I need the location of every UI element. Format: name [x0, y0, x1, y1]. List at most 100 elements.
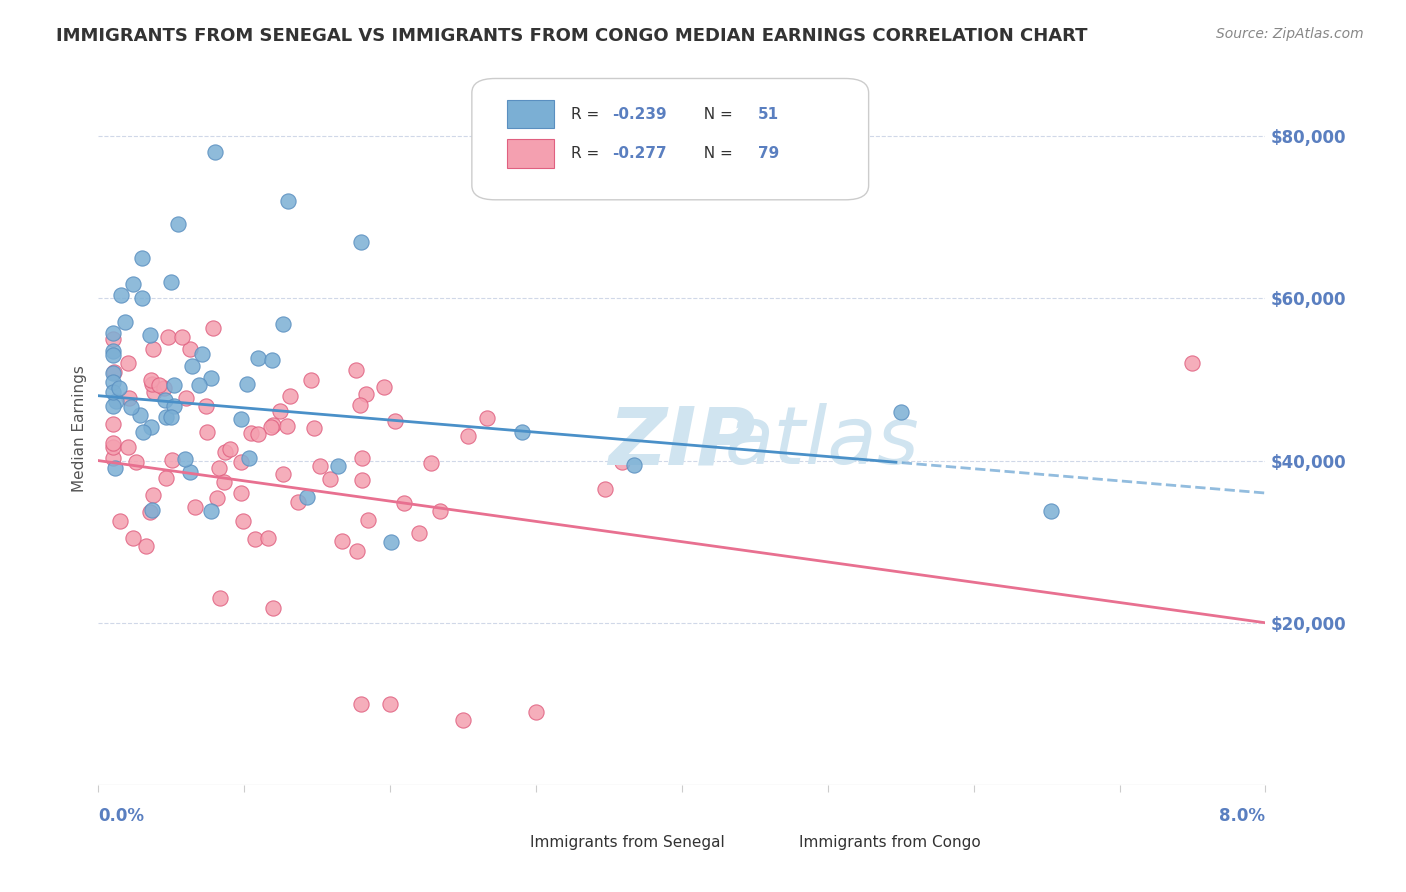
Text: atlas: atlas	[724, 403, 920, 482]
Immigrants from Congo	[262, 417, 284, 432]
Immigrants from Senegal	[114, 315, 136, 329]
Immigrants from Congo	[141, 377, 163, 392]
Immigrants from Congo	[101, 332, 124, 346]
Immigrants from Congo	[349, 398, 371, 412]
Text: 79: 79	[758, 146, 779, 161]
Immigrants from Senegal	[510, 425, 533, 439]
Immigrants from Congo	[384, 413, 406, 427]
Immigrants from Senegal	[238, 451, 260, 466]
Immigrants from Congo	[457, 428, 479, 442]
Immigrants from Senegal	[277, 194, 299, 208]
Immigrants from Senegal	[122, 277, 145, 291]
Immigrants from Congo	[257, 531, 280, 545]
Immigrants from Senegal	[295, 490, 318, 504]
Immigrants from Senegal	[131, 292, 153, 306]
Immigrants from Congo	[122, 531, 145, 545]
Immigrants from Congo	[229, 485, 252, 500]
Immigrants from Congo	[125, 455, 148, 469]
Immigrants from Senegal	[191, 346, 214, 360]
Immigrants from Congo	[139, 505, 162, 519]
Immigrants from Congo	[229, 455, 252, 469]
Text: R =: R =	[571, 107, 605, 121]
Immigrants from Senegal	[167, 217, 190, 231]
Immigrants from Senegal	[260, 352, 283, 367]
Immigrants from Senegal	[229, 411, 252, 425]
Immigrants from Congo	[101, 451, 124, 466]
Text: IMMIGRANTS FROM SENEGAL VS IMMIGRANTS FROM CONGO MEDIAN EARNINGS CORRELATION CHA: IMMIGRANTS FROM SENEGAL VS IMMIGRANTS FR…	[56, 27, 1088, 45]
Immigrants from Senegal	[380, 534, 402, 549]
Immigrants from Senegal	[153, 393, 176, 408]
Immigrants from Congo	[394, 496, 416, 510]
Immigrants from Congo	[352, 473, 374, 487]
Immigrants from Congo	[155, 471, 177, 485]
Immigrants from Congo	[245, 532, 267, 546]
Immigrants from Congo	[103, 365, 125, 379]
Immigrants from Senegal	[328, 459, 350, 474]
Immigrants from Congo	[1181, 356, 1204, 370]
Immigrants from Congo	[262, 600, 284, 615]
Immigrants from Senegal	[120, 400, 142, 414]
Immigrants from Congo	[287, 495, 309, 509]
Immigrants from Congo	[299, 373, 322, 387]
Immigrants from Senegal	[101, 375, 124, 389]
Immigrants from Senegal	[101, 384, 124, 399]
Immigrants from Senegal	[108, 381, 131, 395]
Immigrants from Congo	[373, 380, 395, 394]
Bar	[508, 100, 554, 128]
Immigrants from Senegal	[101, 366, 124, 380]
Text: 51: 51	[758, 107, 779, 121]
Immigrants from Congo	[218, 442, 240, 456]
Immigrants from Congo	[524, 705, 547, 719]
Bar	[752, 815, 782, 833]
Immigrants from Senegal	[1040, 504, 1063, 518]
Immigrants from Senegal	[163, 399, 186, 413]
Immigrants from Senegal	[350, 235, 373, 249]
Immigrants from Senegal	[247, 351, 270, 365]
Text: -0.277: -0.277	[612, 146, 666, 161]
Immigrants from Congo	[117, 440, 139, 454]
Bar	[508, 139, 554, 168]
Immigrants from Congo	[240, 425, 263, 440]
Immigrants from Congo	[278, 389, 301, 403]
Immigrants from Congo	[309, 458, 332, 473]
Immigrants from Congo	[214, 445, 236, 459]
Immigrants from Senegal	[200, 371, 222, 385]
Immigrants from Congo	[350, 450, 373, 465]
Immigrants from Congo	[148, 377, 170, 392]
Immigrants from Congo	[205, 491, 228, 505]
Immigrants from Congo	[271, 467, 294, 482]
Immigrants from Congo	[139, 373, 162, 387]
Immigrants from Congo	[179, 342, 201, 356]
Immigrants from Congo	[330, 534, 353, 549]
Immigrants from Senegal	[181, 359, 204, 373]
Immigrants from Congo	[143, 385, 166, 400]
Immigrants from Congo	[170, 330, 193, 344]
Immigrants from Senegal	[131, 251, 153, 265]
Immigrants from Senegal	[101, 344, 124, 359]
Immigrants from Congo	[419, 456, 441, 470]
Immigrants from Congo	[208, 460, 231, 475]
Immigrants from Congo	[195, 425, 218, 440]
Immigrants from Senegal	[204, 145, 226, 160]
Immigrants from Congo	[142, 342, 165, 356]
Immigrants from Congo	[357, 513, 380, 527]
Immigrants from Congo	[344, 362, 367, 376]
Immigrants from Congo	[475, 410, 498, 425]
Immigrants from Senegal	[188, 378, 211, 392]
Immigrants from Congo	[276, 418, 298, 433]
Immigrants from Senegal	[236, 376, 259, 391]
Immigrants from Congo	[101, 436, 124, 450]
Immigrants from Congo	[319, 472, 342, 486]
Immigrants from Senegal	[139, 327, 162, 342]
Immigrants from Senegal	[173, 451, 195, 466]
Immigrants from Congo	[135, 539, 157, 553]
Immigrants from Congo	[209, 591, 232, 606]
Immigrants from Senegal	[110, 288, 132, 302]
Text: -0.239: -0.239	[612, 107, 666, 121]
Immigrants from Senegal	[179, 466, 201, 480]
Immigrants from Congo	[152, 381, 174, 395]
Immigrants from Congo	[260, 420, 283, 434]
Text: 0.0%: 0.0%	[98, 806, 145, 824]
Immigrants from Congo	[117, 356, 139, 370]
Immigrants from Congo	[593, 482, 616, 496]
